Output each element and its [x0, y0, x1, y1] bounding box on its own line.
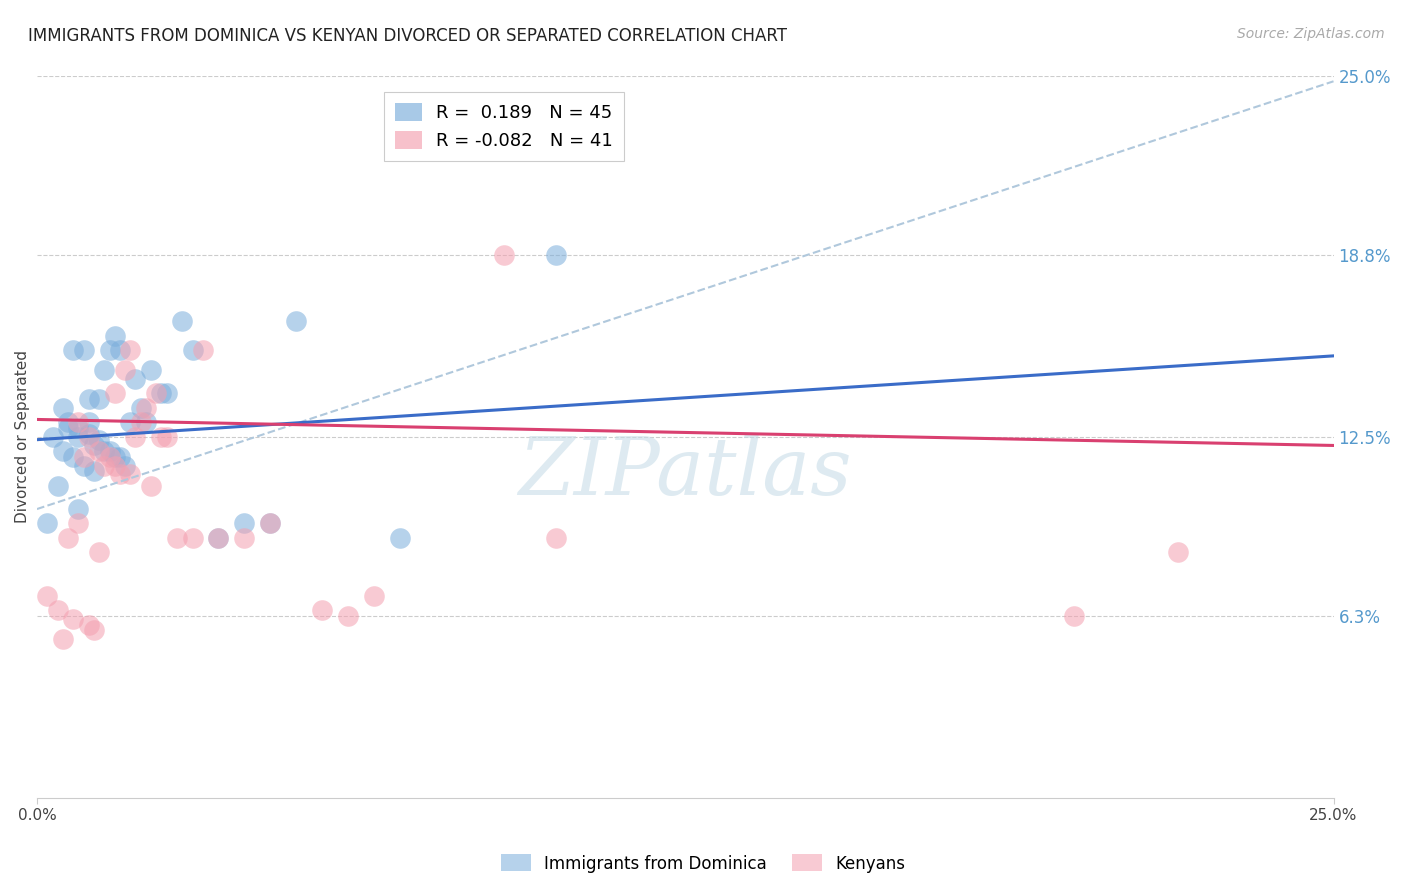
Point: [120, 415, 142, 429]
Point: [67, 415, 90, 429]
Point: [388, 531, 411, 545]
Point: [259, 516, 281, 531]
Point: [83, 465, 105, 479]
Point: [62, 450, 84, 464]
Text: IMMIGRANTS FROM DOMINICA VS KENYAN DIVORCED OR SEPARATED CORRELATION CHART: IMMIGRANTS FROM DOMINICA VS KENYAN DIVOR…: [28, 27, 787, 45]
Point: [93, 363, 115, 377]
Point: [77, 430, 100, 444]
Point: [72, 458, 94, 473]
Point: [67, 502, 90, 516]
Point: [56, 415, 79, 429]
Point: [135, 415, 157, 429]
Point: [191, 343, 214, 357]
Point: [129, 415, 152, 429]
Point: [233, 531, 256, 545]
Point: [120, 467, 142, 482]
Point: [145, 386, 167, 401]
Point: [67, 421, 90, 435]
Point: [172, 314, 194, 328]
Point: [155, 430, 177, 444]
Point: [150, 386, 173, 401]
Point: [129, 401, 152, 415]
Point: [114, 363, 136, 377]
Point: [104, 328, 127, 343]
Point: [492, 248, 515, 262]
Point: [83, 624, 105, 638]
Point: [72, 450, 94, 464]
Point: [124, 372, 146, 386]
Point: [62, 343, 84, 357]
Point: [181, 343, 204, 357]
Point: [311, 603, 333, 617]
Point: [77, 617, 100, 632]
Point: [150, 430, 173, 444]
Point: [72, 343, 94, 357]
Point: [139, 363, 162, 377]
Point: [139, 479, 162, 493]
Point: [363, 589, 385, 603]
Point: [93, 458, 115, 473]
Point: [89, 545, 111, 559]
Point: [207, 531, 229, 545]
Point: [46, 603, 69, 617]
Point: [98, 444, 121, 458]
Point: [166, 531, 188, 545]
Point: [98, 450, 121, 464]
Point: [56, 531, 79, 545]
Text: Source: ZipAtlas.com: Source: ZipAtlas.com: [1237, 27, 1385, 41]
Point: [104, 458, 127, 473]
Point: [104, 450, 127, 464]
Point: [62, 612, 84, 626]
Point: [37, 589, 59, 603]
Point: [98, 343, 121, 357]
Point: [181, 531, 204, 545]
Point: [52, 444, 75, 458]
Point: [155, 386, 177, 401]
Point: [89, 433, 111, 447]
Point: [135, 401, 157, 415]
Point: [1167, 545, 1189, 559]
Point: [46, 479, 69, 493]
Legend: R =  0.189   N = 45, R = -0.082   N = 41: R = 0.189 N = 45, R = -0.082 N = 41: [384, 92, 624, 161]
Point: [56, 421, 79, 435]
Point: [83, 438, 105, 452]
Point: [89, 392, 111, 407]
Point: [104, 386, 127, 401]
Point: [108, 450, 131, 464]
Point: [77, 415, 100, 429]
Point: [67, 430, 90, 444]
Point: [124, 430, 146, 444]
Point: [120, 343, 142, 357]
Legend: Immigrants from Dominica, Kenyans: Immigrants from Dominica, Kenyans: [494, 847, 912, 880]
Point: [233, 516, 256, 531]
Point: [89, 444, 111, 458]
Text: ZIPatlas: ZIPatlas: [519, 434, 852, 512]
Point: [41, 430, 63, 444]
Point: [93, 444, 115, 458]
Point: [114, 458, 136, 473]
Point: [108, 467, 131, 482]
Y-axis label: Divorced or Separated: Divorced or Separated: [15, 351, 30, 524]
Point: [207, 531, 229, 545]
Point: [259, 516, 281, 531]
Point: [52, 401, 75, 415]
Point: [544, 248, 567, 262]
Point: [108, 343, 131, 357]
Point: [285, 314, 308, 328]
Point: [77, 426, 100, 441]
Point: [337, 609, 360, 624]
Point: [544, 531, 567, 545]
Point: [1063, 609, 1085, 624]
Point: [52, 632, 75, 646]
Point: [67, 516, 90, 531]
Point: [77, 392, 100, 407]
Point: [37, 516, 59, 531]
